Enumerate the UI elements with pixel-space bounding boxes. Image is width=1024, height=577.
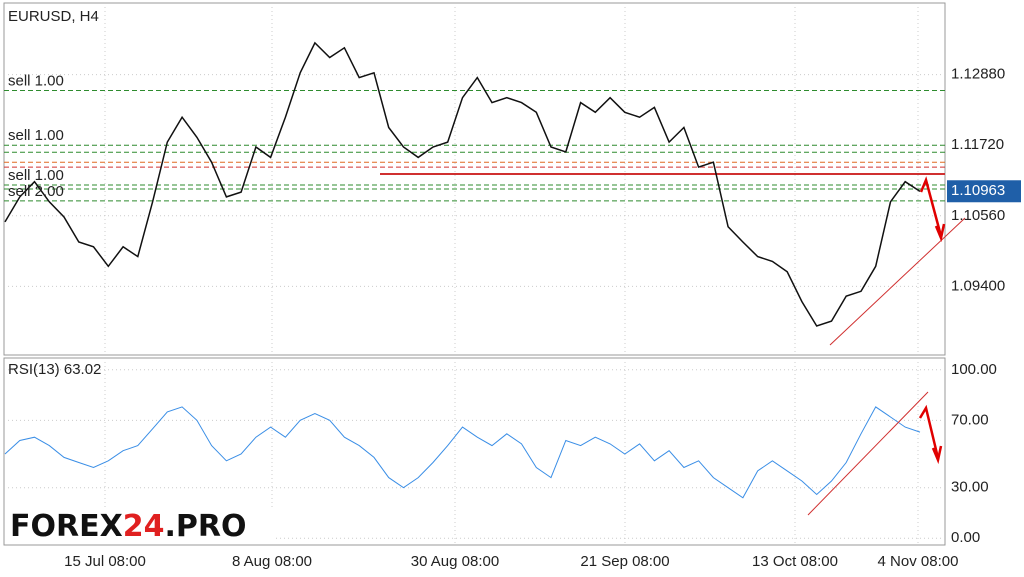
logo-suffix: .PRO (164, 509, 246, 544)
level-label: sell 1.00 (8, 127, 64, 144)
price-panel (3, 2, 946, 356)
current-price-box (947, 180, 1021, 203)
logo-accent: 24 (123, 509, 165, 544)
y-tick-label: 1.11720 (951, 136, 1004, 153)
x-tick-label: 13 Oct 08:00 (752, 553, 838, 570)
logo-bg (6, 508, 274, 544)
trend-line (807, 391, 929, 516)
trend-line (829, 217, 966, 346)
y-tick-label: 1.10560 (951, 207, 1005, 224)
level-label: sell 1.00 (8, 72, 64, 89)
x-tick-label: 30 Aug 08:00 (411, 553, 499, 570)
logo: FOREX24.PRO (10, 509, 246, 544)
level-label: sell 1.00 (8, 167, 64, 184)
y-tick-label: 1.12880 (951, 66, 1005, 83)
y-tick-label: 30.00 (951, 479, 989, 496)
level-label: sell 2.00 (8, 183, 64, 200)
x-tick-label: 8 Aug 08:00 (232, 553, 312, 570)
plot (4, 41, 945, 499)
rsi-line (4, 406, 921, 499)
y-tick-label: 1.09400 (951, 277, 1005, 294)
current-price-label: 1.10963 (951, 182, 1005, 199)
y-tick-label: 70.00 (951, 411, 989, 428)
grid (4, 3, 945, 545)
y-tick-label: 100.00 (951, 361, 997, 378)
rsi-panel (3, 357, 946, 546)
y-tick-label: 0.00 (951, 529, 980, 546)
logo-main: FOREX (10, 509, 123, 544)
x-tick-label: 4 Nov 08:00 (878, 553, 959, 570)
x-tick-label: 21 Sep 08:00 (580, 553, 669, 570)
chart-title: EURUSD, H4 (8, 8, 99, 25)
arrows (918, 176, 946, 465)
price-line (4, 41, 921, 327)
rsi-title: RSI(13) 63.02 (8, 361, 101, 378)
x-tick-label: 15 Jul 08:00 (64, 553, 146, 570)
